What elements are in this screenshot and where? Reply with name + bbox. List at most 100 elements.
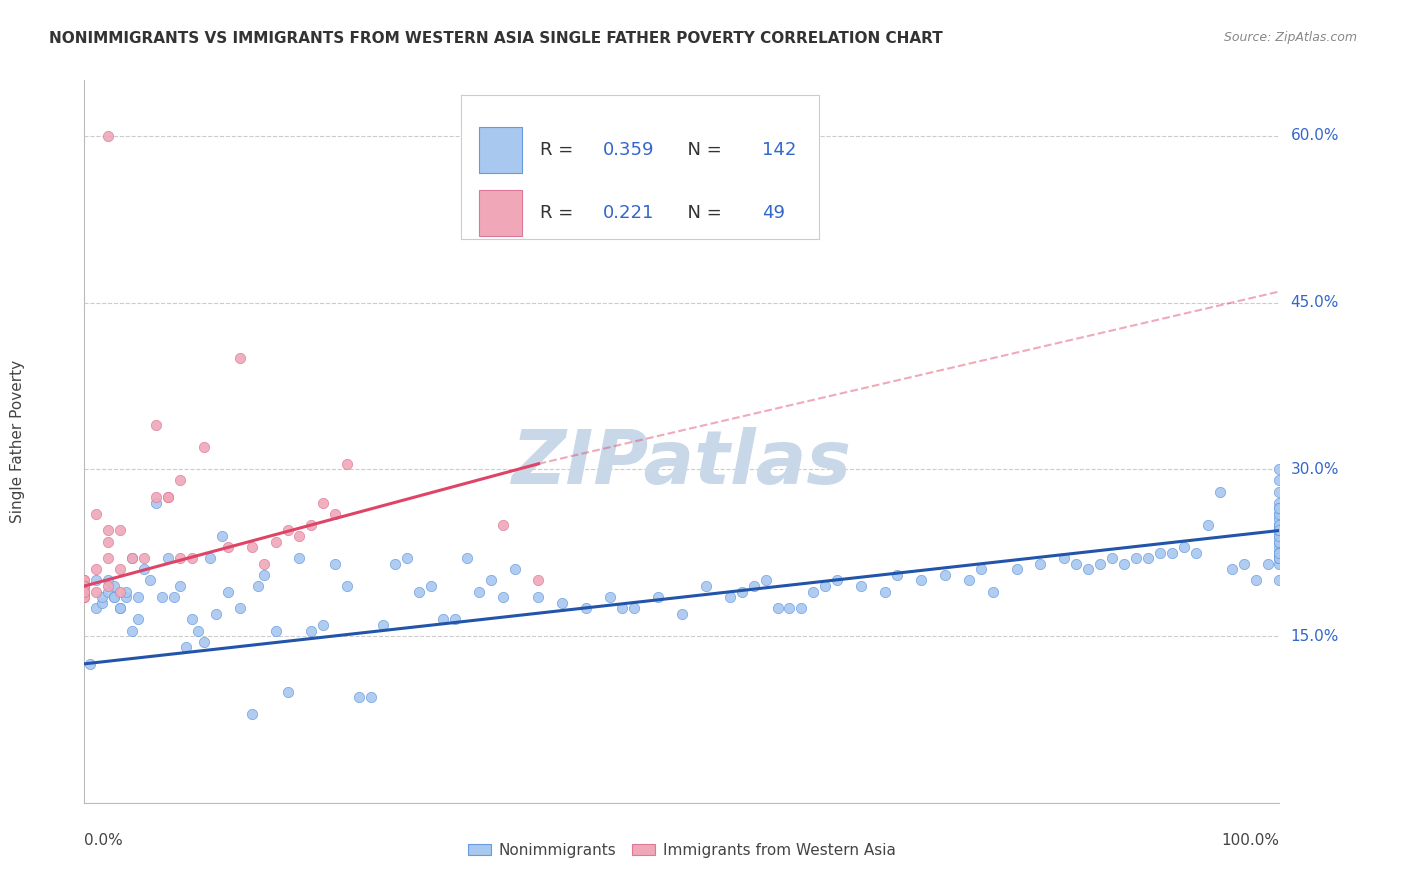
Point — [103, 590, 125, 604]
Point — [139, 574, 162, 588]
Point — [73, 574, 96, 588]
Point — [163, 590, 186, 604]
Point — [934, 568, 956, 582]
Point — [132, 562, 156, 576]
Point — [1197, 517, 1219, 532]
Point — [217, 584, 239, 599]
Point — [444, 612, 467, 626]
Point — [145, 490, 167, 504]
Point — [325, 507, 347, 521]
Point — [492, 517, 515, 532]
Text: Single Father Poverty: Single Father Poverty — [10, 360, 25, 523]
Point — [73, 579, 96, 593]
Point — [127, 590, 149, 604]
Point — [157, 490, 180, 504]
Point — [253, 568, 276, 582]
Point — [1268, 501, 1291, 516]
Point — [1268, 524, 1291, 538]
Point — [851, 579, 873, 593]
Point — [599, 590, 621, 604]
Point — [731, 584, 754, 599]
Point — [246, 579, 269, 593]
Point — [1268, 557, 1291, 571]
Point — [349, 690, 371, 705]
Point — [79, 657, 101, 671]
Point — [264, 534, 287, 549]
Point — [957, 574, 980, 588]
Point — [103, 590, 125, 604]
Point — [718, 590, 741, 604]
Point — [73, 579, 96, 593]
Point — [253, 557, 276, 571]
Point — [288, 529, 311, 543]
Point — [145, 417, 167, 432]
Point — [73, 579, 96, 593]
Point — [91, 596, 114, 610]
Point — [115, 584, 138, 599]
Point — [790, 601, 813, 615]
Point — [1209, 484, 1232, 499]
Text: ZIPatlas: ZIPatlas — [512, 426, 852, 500]
Point — [1268, 546, 1291, 560]
Point — [981, 584, 1004, 599]
Point — [181, 612, 204, 626]
Point — [1268, 462, 1291, 476]
Point — [127, 612, 149, 626]
Point — [110, 584, 132, 599]
Point — [73, 579, 96, 593]
Point — [240, 540, 263, 554]
Point — [174, 640, 197, 655]
Point — [1005, 562, 1028, 576]
Text: 45.0%: 45.0% — [1291, 295, 1339, 310]
Point — [73, 584, 96, 599]
Point — [575, 601, 598, 615]
Point — [384, 557, 406, 571]
Text: Source: ZipAtlas.com: Source: ZipAtlas.com — [1223, 31, 1357, 45]
Point — [312, 618, 335, 632]
Point — [121, 551, 143, 566]
Point — [1268, 551, 1291, 566]
Point — [1268, 551, 1291, 566]
Point — [157, 551, 180, 566]
Point — [1268, 540, 1291, 554]
Point — [527, 574, 550, 588]
Point — [503, 562, 526, 576]
Point — [73, 584, 96, 599]
Point — [970, 562, 993, 576]
Legend: Nonimmigrants, Immigrants from Western Asia: Nonimmigrants, Immigrants from Western A… — [463, 837, 901, 863]
Point — [301, 624, 323, 638]
Point — [1268, 546, 1291, 560]
Point — [468, 584, 491, 599]
Point — [1268, 551, 1291, 566]
Point — [408, 584, 430, 599]
Point — [1053, 551, 1076, 566]
Point — [1268, 546, 1291, 560]
Point — [1268, 546, 1291, 560]
Point — [766, 601, 789, 615]
Point — [169, 579, 191, 593]
Point — [1268, 512, 1291, 526]
Point — [169, 474, 191, 488]
Point — [1029, 557, 1052, 571]
Point — [336, 579, 359, 593]
Point — [1268, 574, 1291, 588]
Point — [91, 590, 114, 604]
Text: 30.0%: 30.0% — [1291, 462, 1339, 477]
Point — [157, 490, 180, 504]
Point — [1114, 557, 1136, 571]
Point — [1161, 546, 1184, 560]
Point — [1268, 534, 1291, 549]
Point — [198, 551, 221, 566]
Point — [336, 457, 359, 471]
Point — [1268, 474, 1291, 488]
Point — [1268, 484, 1291, 499]
Point — [73, 590, 96, 604]
Point — [1268, 501, 1291, 516]
Point — [110, 524, 132, 538]
Point — [551, 596, 574, 610]
Point — [623, 601, 645, 615]
Point — [671, 607, 693, 621]
Point — [205, 607, 228, 621]
Point — [97, 574, 120, 588]
Point — [211, 529, 233, 543]
